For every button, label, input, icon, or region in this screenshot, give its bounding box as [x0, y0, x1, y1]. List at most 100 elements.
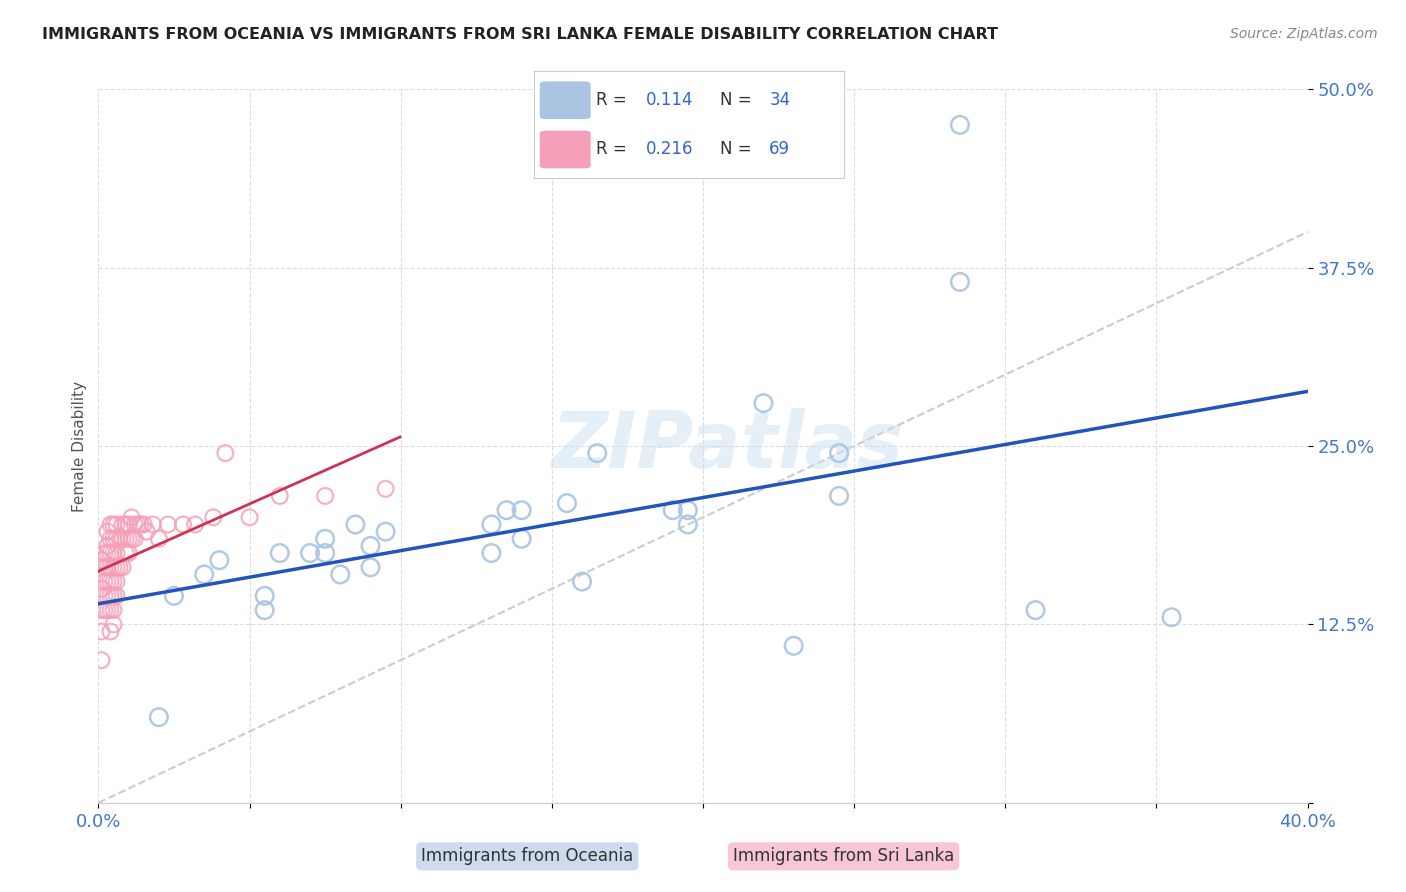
Point — [360, 560, 382, 574]
Point — [105, 517, 128, 532]
Point — [163, 589, 186, 603]
Point — [676, 517, 699, 532]
Point — [118, 532, 141, 546]
Text: 0.216: 0.216 — [645, 140, 693, 158]
FancyBboxPatch shape — [540, 82, 591, 119]
Point — [90, 624, 112, 639]
Point — [100, 517, 122, 532]
Point — [90, 653, 112, 667]
Point — [111, 532, 134, 546]
Point — [253, 603, 276, 617]
Point — [172, 517, 194, 532]
Text: R =: R = — [596, 91, 633, 109]
Point — [96, 546, 118, 560]
Y-axis label: Female Disability: Female Disability — [72, 380, 87, 512]
Point — [586, 446, 609, 460]
Point — [828, 489, 851, 503]
Point — [184, 517, 207, 532]
Point — [156, 517, 179, 532]
Point — [374, 524, 396, 539]
Point — [100, 532, 122, 546]
Point — [782, 639, 804, 653]
Point — [510, 503, 533, 517]
Text: 34: 34 — [769, 91, 790, 109]
Point — [1160, 610, 1182, 624]
Point — [96, 560, 118, 574]
Point — [96, 524, 118, 539]
Point — [105, 546, 128, 560]
Point — [118, 546, 141, 560]
Point — [148, 710, 170, 724]
Point — [269, 546, 291, 560]
Point — [555, 496, 578, 510]
Point — [495, 503, 517, 517]
Point — [118, 517, 141, 532]
Point — [96, 539, 118, 553]
Point — [100, 546, 122, 560]
Point — [269, 489, 291, 503]
Point — [100, 603, 122, 617]
Point — [949, 118, 972, 132]
Text: R =: R = — [596, 140, 633, 158]
Point — [193, 567, 215, 582]
Point — [100, 624, 122, 639]
Point — [571, 574, 593, 589]
Text: N =: N = — [720, 91, 756, 109]
Point — [481, 546, 503, 560]
Point — [676, 503, 699, 517]
Point — [314, 546, 336, 560]
Point — [299, 546, 322, 560]
Point — [314, 532, 336, 546]
Point — [105, 560, 128, 574]
Point — [105, 589, 128, 603]
Point — [103, 603, 125, 617]
Point — [121, 532, 143, 546]
Point — [103, 546, 125, 560]
Point — [132, 517, 155, 532]
Point — [124, 517, 146, 532]
Point — [103, 517, 125, 532]
Point — [103, 617, 125, 632]
Point — [108, 560, 131, 574]
Point — [111, 517, 134, 532]
Point — [510, 532, 533, 546]
Point — [114, 546, 136, 560]
Point — [93, 589, 115, 603]
Text: 0.114: 0.114 — [645, 91, 693, 109]
Text: Immigrants from Sri Lanka: Immigrants from Sri Lanka — [733, 847, 955, 865]
Point — [148, 532, 170, 546]
Point — [111, 560, 134, 574]
Point — [93, 603, 115, 617]
Point — [752, 396, 775, 410]
Point — [314, 489, 336, 503]
Point — [100, 589, 122, 603]
Point — [1024, 603, 1046, 617]
Point — [239, 510, 262, 524]
Point — [114, 517, 136, 532]
Point — [329, 567, 352, 582]
Point — [93, 560, 115, 574]
Point — [253, 589, 276, 603]
Text: N =: N = — [720, 140, 756, 158]
Text: IMMIGRANTS FROM OCEANIA VS IMMIGRANTS FROM SRI LANKA FEMALE DISABILITY CORRELATI: IMMIGRANTS FROM OCEANIA VS IMMIGRANTS FR… — [42, 27, 998, 42]
Point — [93, 574, 115, 589]
Point — [949, 275, 972, 289]
Point — [96, 603, 118, 617]
Point — [105, 532, 128, 546]
Point — [360, 539, 382, 553]
Point — [103, 589, 125, 603]
Point — [90, 603, 112, 617]
Text: Immigrants from Oceania: Immigrants from Oceania — [422, 847, 633, 865]
Point — [93, 546, 115, 560]
Point — [100, 574, 122, 589]
Point — [127, 517, 149, 532]
Text: 69: 69 — [769, 140, 790, 158]
Text: ZIPatlas: ZIPatlas — [551, 408, 903, 484]
Point — [374, 482, 396, 496]
Point — [103, 532, 125, 546]
Point — [114, 532, 136, 546]
Point — [121, 510, 143, 524]
Point — [103, 560, 125, 574]
Point — [103, 574, 125, 589]
Point — [100, 560, 122, 574]
